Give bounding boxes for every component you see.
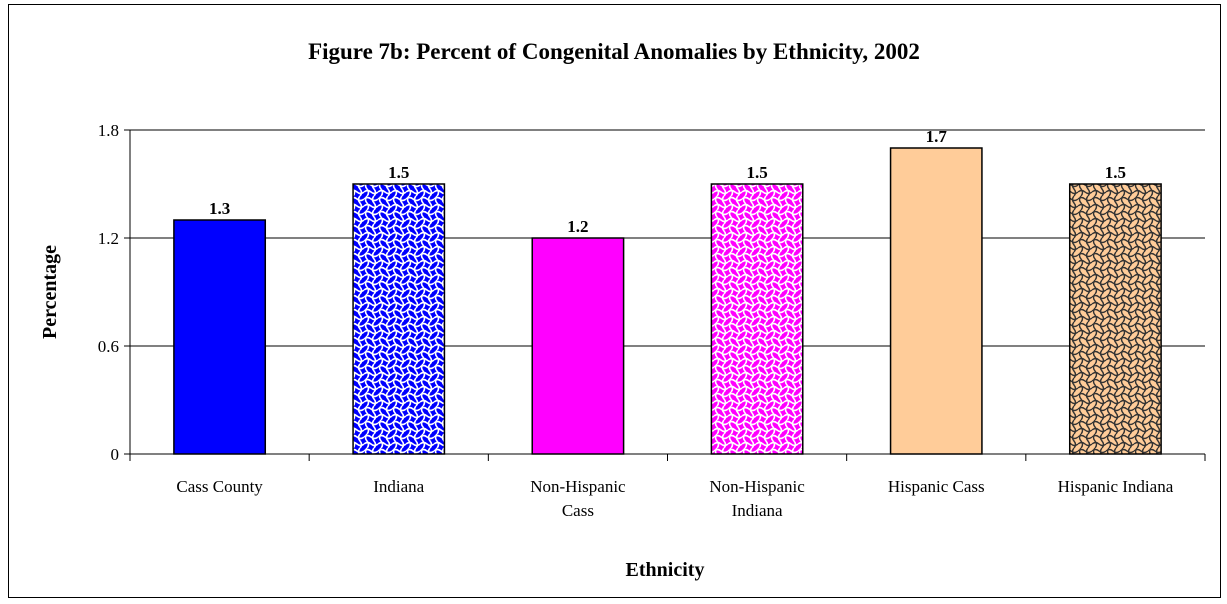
- bars: [173, 147, 1162, 455]
- x-tick-label-0: Cass County: [176, 477, 263, 496]
- x-tick-label-line-2-0: Non-Hispanic: [530, 477, 626, 496]
- bar-pattern-3: [711, 184, 803, 454]
- x-tick-label-line-3-1: Indiana: [732, 501, 783, 520]
- x-tick-label-line-1-0: Indiana: [373, 477, 424, 496]
- bar-group-4: [889, 147, 983, 455]
- data-label-4: 1.7: [926, 127, 948, 146]
- x-tick-label-1: Indiana: [373, 477, 424, 496]
- x-tick-label-3: Non-Hispanic Indiana: [709, 477, 805, 520]
- x-tick-label-4: Hispanic Cass: [888, 477, 985, 496]
- bar-pattern-1: [353, 184, 445, 454]
- y-axis-title: Percentage: [39, 245, 61, 339]
- x-tick-label-line-5-0: Hispanic Indiana: [1058, 477, 1174, 496]
- x-tick-label-5: Hispanic Indiana: [1058, 477, 1174, 496]
- x-tick-label-line-3-0: Non-Hispanic: [709, 477, 805, 496]
- x-tick-label-line-2-1: Cass: [562, 501, 594, 520]
- bar-group-3: [710, 183, 804, 455]
- axes: [124, 129, 1206, 461]
- y-tick-label-2: 1.2: [98, 229, 119, 248]
- bar-pattern-5: [1069, 184, 1162, 454]
- bar-group-5: [1068, 183, 1162, 455]
- data-label-1: 1.5: [388, 163, 409, 182]
- y-tick-label-1: 0.6: [98, 337, 119, 356]
- gridlines: [130, 129, 1205, 347]
- x-tick-label-line-0-0: Cass County: [176, 477, 263, 496]
- bar-0: [173, 220, 266, 454]
- chart-title: Figure 7b: Percent of Congenital Anomali…: [308, 39, 920, 64]
- x-tick-label-line-4-0: Hispanic Cass: [888, 477, 985, 496]
- data-label-2: 1.2: [567, 217, 588, 236]
- bar-group-0: [173, 219, 267, 455]
- bar-2: [532, 238, 624, 454]
- labels: 0 0.6 1.2 1.8 1.3 Cass County 1.5 Indiana 1.2 Non…: [98, 121, 1174, 520]
- bar-group-2: [531, 237, 625, 455]
- data-label-3: 1.5: [746, 163, 767, 182]
- bar-4: [890, 148, 982, 454]
- x-tick-label-2: Non-Hispanic Cass: [530, 477, 626, 520]
- y-tick-label-3: 1.8: [98, 121, 119, 140]
- x-axis-title: Ethnicity: [626, 559, 705, 581]
- data-label-0: 1.3: [209, 199, 230, 218]
- data-label-5: 1.5: [1105, 163, 1126, 182]
- y-tick-label-0: 0: [111, 445, 120, 464]
- bar-group-1: [352, 183, 446, 455]
